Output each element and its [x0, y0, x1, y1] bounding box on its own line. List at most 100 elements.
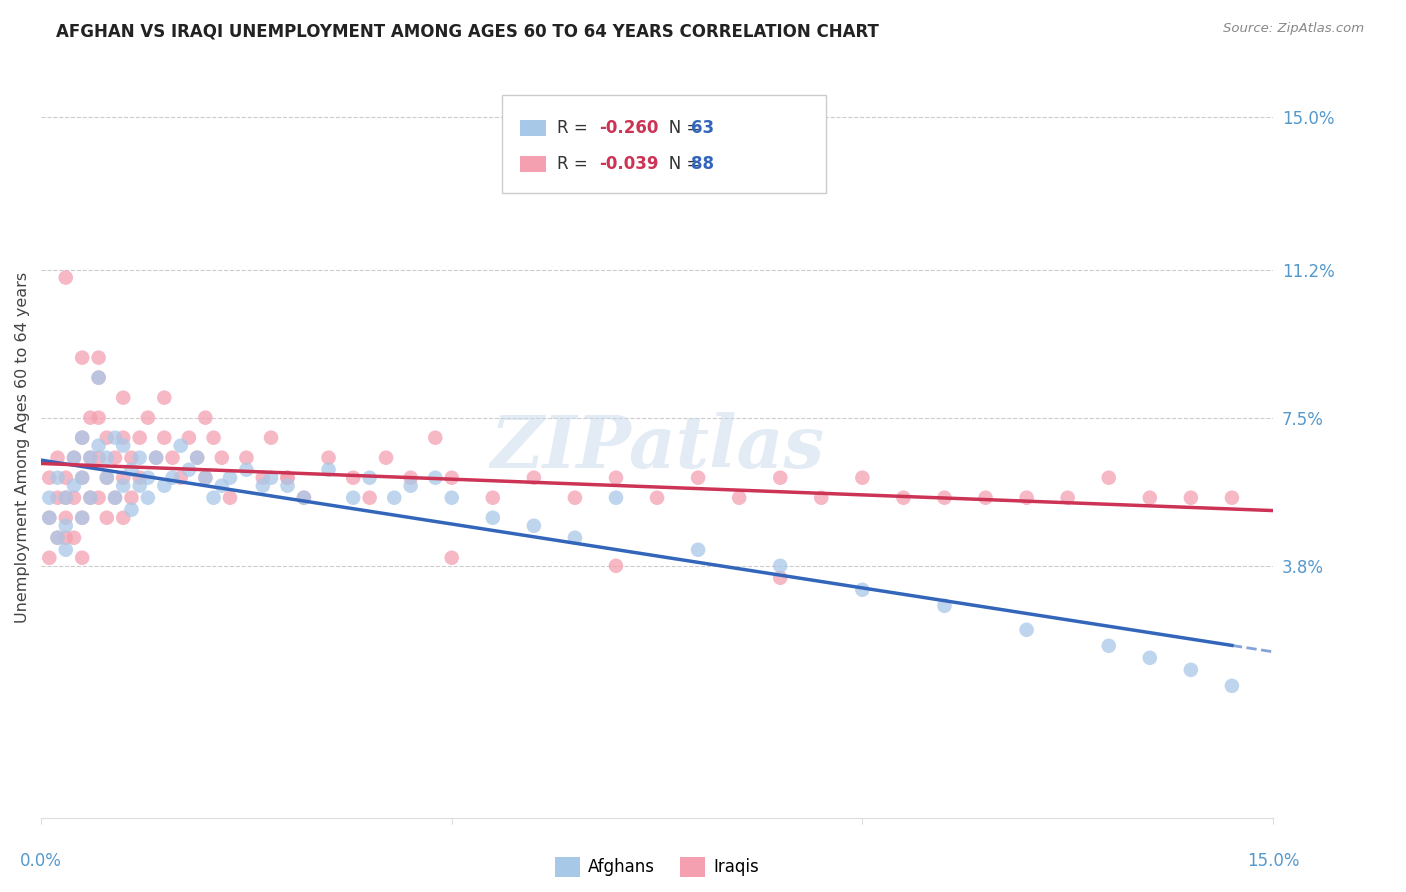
Point [79, 410, 101, 425]
Point [55, 510, 77, 524]
Point [38, 550, 60, 565]
Point [120, 502, 142, 516]
Point [728, 491, 751, 505]
Text: -0.260: -0.260 [599, 120, 658, 137]
Point [162, 450, 184, 465]
Point [55, 531, 77, 545]
Point [46, 450, 69, 465]
Point [79, 491, 101, 505]
Point [194, 471, 217, 485]
Point [120, 491, 142, 505]
Point [1220, 491, 1243, 505]
Y-axis label: Unemployment Among Ages 60 to 64 years: Unemployment Among Ages 60 to 64 years [15, 272, 30, 624]
Text: R =: R = [557, 120, 593, 137]
Point [145, 450, 167, 465]
Point [359, 491, 381, 505]
Point [112, 431, 135, 445]
Point [252, 471, 274, 485]
Point [605, 558, 627, 573]
Point [177, 463, 200, 477]
Point [87, 439, 110, 453]
Point [1180, 491, 1202, 505]
Point [145, 450, 167, 465]
Point [1098, 471, 1121, 485]
Point [893, 491, 915, 505]
Point [153, 391, 176, 405]
Point [79, 450, 101, 465]
Point [128, 431, 150, 445]
Point [375, 450, 398, 465]
Point [55, 491, 77, 505]
Point [202, 431, 225, 445]
Point [202, 491, 225, 505]
Text: AFGHAN VS IRAQI UNEMPLOYMENT AMONG AGES 60 TO 64 YEARS CORRELATION CHART: AFGHAN VS IRAQI UNEMPLOYMENT AMONG AGES … [56, 22, 879, 40]
Text: Source: ZipAtlas.com: Source: ZipAtlas.com [1223, 22, 1364, 36]
Text: 15.0%: 15.0% [1247, 852, 1299, 870]
Point [112, 471, 135, 485]
Point [120, 450, 142, 465]
Point [46, 471, 69, 485]
Text: N =: N = [652, 155, 706, 173]
Point [104, 491, 127, 505]
Point [974, 491, 997, 505]
Point [63, 450, 86, 465]
Point [38, 471, 60, 485]
Point [851, 471, 873, 485]
Point [70, 510, 93, 524]
Point [87, 491, 110, 505]
Point [219, 471, 242, 485]
Point [292, 491, 315, 505]
Point [292, 491, 315, 505]
Point [79, 450, 101, 465]
Text: R =: R = [557, 155, 593, 173]
Point [481, 510, 503, 524]
Point [104, 431, 127, 445]
Point [70, 351, 93, 365]
Point [70, 471, 93, 485]
Point [87, 370, 110, 384]
Point [399, 479, 422, 493]
Point [425, 471, 447, 485]
Point [260, 471, 283, 485]
Point [128, 450, 150, 465]
Point [96, 431, 118, 445]
Point [688, 471, 710, 485]
Point [46, 531, 69, 545]
Point [342, 471, 364, 485]
Point [96, 471, 118, 485]
Point [1015, 491, 1038, 505]
Point [104, 450, 127, 465]
Point [523, 518, 546, 533]
Point [38, 510, 60, 524]
Point [440, 491, 463, 505]
Point [87, 370, 110, 384]
Point [186, 450, 208, 465]
Point [63, 450, 86, 465]
Point [235, 463, 257, 477]
Text: 0.0%: 0.0% [20, 852, 62, 870]
Point [194, 410, 217, 425]
Point [1098, 639, 1121, 653]
Point [219, 491, 242, 505]
Point [70, 471, 93, 485]
Point [63, 491, 86, 505]
Point [63, 479, 86, 493]
Point [605, 471, 627, 485]
Point [564, 491, 586, 505]
Point [177, 431, 200, 445]
Point [63, 531, 86, 545]
Text: 63: 63 [690, 120, 714, 137]
Point [260, 431, 283, 445]
Point [112, 479, 135, 493]
Point [194, 471, 217, 485]
Point [186, 450, 208, 465]
Point [342, 491, 364, 505]
Point [70, 431, 93, 445]
Point [96, 510, 118, 524]
Point [440, 550, 463, 565]
Point [104, 491, 127, 505]
Point [481, 491, 503, 505]
Point [1015, 623, 1038, 637]
Point [235, 450, 257, 465]
Point [211, 479, 233, 493]
